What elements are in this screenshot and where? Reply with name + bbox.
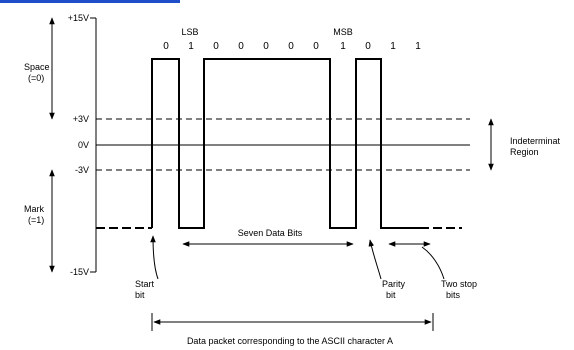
label-start-bit-1: Start [135,279,155,289]
label-lsb: LSB [181,27,198,37]
bit-label: 0 [313,41,319,52]
signal-waveform [151,58,420,229]
bit-label: 1 [188,41,194,52]
label-data-packet: Data packet corresponding to the ASCII c… [187,336,393,346]
label-mark: Mark [24,204,44,214]
label-indeterminate: Indeterminat [510,136,561,146]
top-heading-strip [0,0,180,3]
bit-label: 0 [163,41,169,52]
start-bit-leader [150,235,159,280]
parity-bit-leader [368,239,382,280]
label-plus15v: +15V [68,13,89,23]
label-seven-data-bits: Seven Data Bits [238,228,303,238]
label-space-value: (=0) [28,73,44,83]
label-mark-value: (=1) [28,215,44,225]
bit-label: 0 [238,41,244,52]
bit-label: 1 [415,41,421,52]
bit-label: 1 [390,41,396,52]
label-parity-bit-2: bit [386,290,396,300]
label-space: Space [24,62,50,72]
bit-label: 0 [213,41,219,52]
label-minus15v: -15V [70,267,89,277]
stop-bits-leader [421,246,445,280]
bit-label: 0 [288,41,294,52]
label-stop-bits-2: bits [446,290,461,300]
label-0v: 0V [78,140,89,150]
label-stop-bits-1: Two stop [441,279,477,289]
bit-label: 1 [340,41,346,52]
label-plus3v: +3V [73,114,89,124]
bit-label: 0 [365,41,371,52]
label-msb: MSB [333,27,353,37]
label-region: Region [510,147,539,157]
label-parity-bit-1: Parity [382,279,406,289]
label-start-bit-2: bit [135,290,145,300]
label-minus3v: -3V [75,165,89,175]
bit-label: 0 [263,41,269,52]
